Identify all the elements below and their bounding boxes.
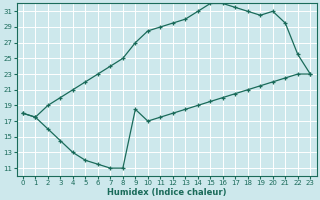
X-axis label: Humidex (Indice chaleur): Humidex (Indice chaleur) xyxy=(107,188,226,197)
